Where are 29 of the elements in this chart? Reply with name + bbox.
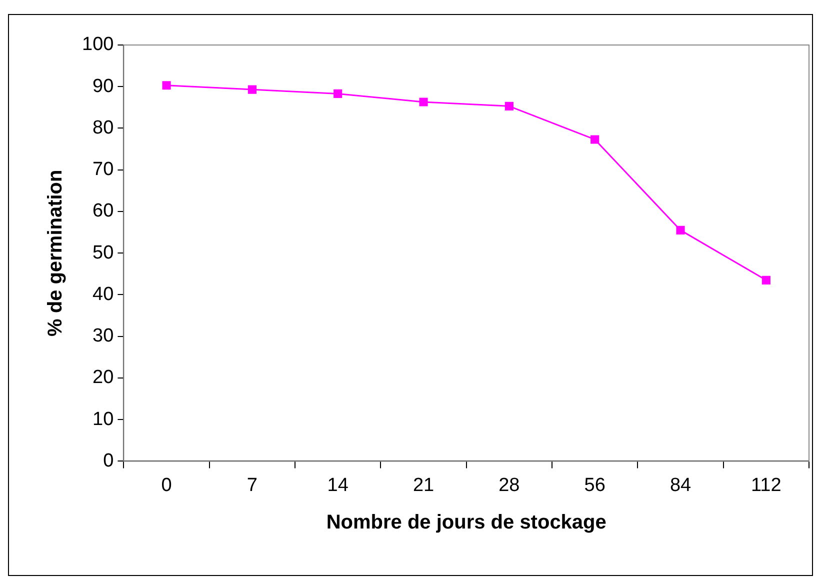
x-tick-label: 7 <box>246 474 258 496</box>
x-tick-label: 112 <box>751 474 782 496</box>
y-tick-label: 50 <box>92 242 114 264</box>
point <box>248 85 256 94</box>
y-tick-label: 40 <box>92 284 114 305</box>
y-tick-label: 100 <box>82 34 114 56</box>
x-tick-label: 84 <box>670 474 692 496</box>
x-axis-title: Nombre de jours de stockage <box>326 512 606 534</box>
y-tick-label: 30 <box>92 326 114 347</box>
y-tick-label: 60 <box>92 200 114 222</box>
point <box>762 276 770 284</box>
point <box>334 89 342 98</box>
x-tick-label: 56 <box>584 474 606 496</box>
point <box>504 102 514 110</box>
x-tick-label: 14 <box>327 474 349 496</box>
y-tick-label: 80 <box>92 117 114 138</box>
point <box>590 135 600 144</box>
y-tick-label: 10 <box>92 408 114 430</box>
x-tick-label: 21 <box>412 474 434 496</box>
point <box>419 98 428 106</box>
point <box>676 226 685 234</box>
y-axis-title: % de germination <box>44 170 67 336</box>
y-tick-label: 0 <box>103 450 114 472</box>
x-tick-label: 0 <box>161 474 172 496</box>
x-tick-label: 28 <box>498 474 520 496</box>
point <box>162 81 171 90</box>
y-tick-label: 20 <box>92 367 114 388</box>
y-tick-label: 70 <box>92 159 114 180</box>
y-tick-label: 90 <box>92 76 114 97</box>
